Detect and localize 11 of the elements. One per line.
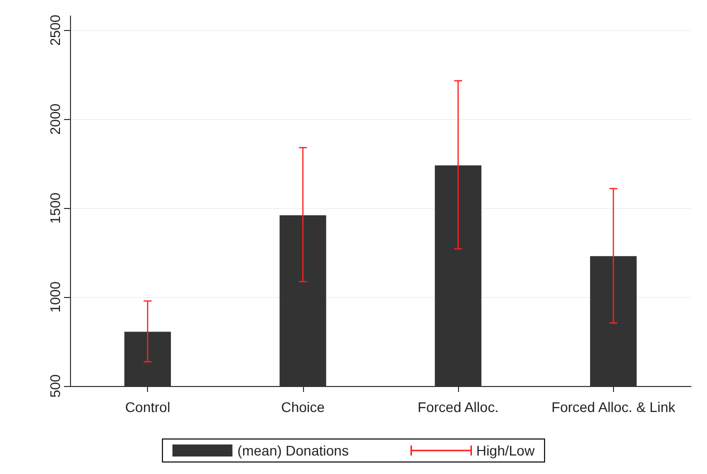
y-tick-label: 2500 xyxy=(47,14,63,46)
legend-label: (mean) Donations xyxy=(237,442,349,458)
x-tick-label: Forced Alloc. xyxy=(418,399,499,415)
y-tick-label: 1500 xyxy=(47,192,63,224)
y-tick-label: 500 xyxy=(47,374,63,398)
y-tick-label: 2000 xyxy=(47,103,63,135)
x-tick-label: Choice xyxy=(281,399,325,415)
x-tick-label: Control xyxy=(125,399,170,415)
y-tick-label: 1000 xyxy=(47,281,63,313)
text: High/Low xyxy=(476,442,536,458)
x-tick-label: Forced Alloc. & Link xyxy=(552,399,676,415)
